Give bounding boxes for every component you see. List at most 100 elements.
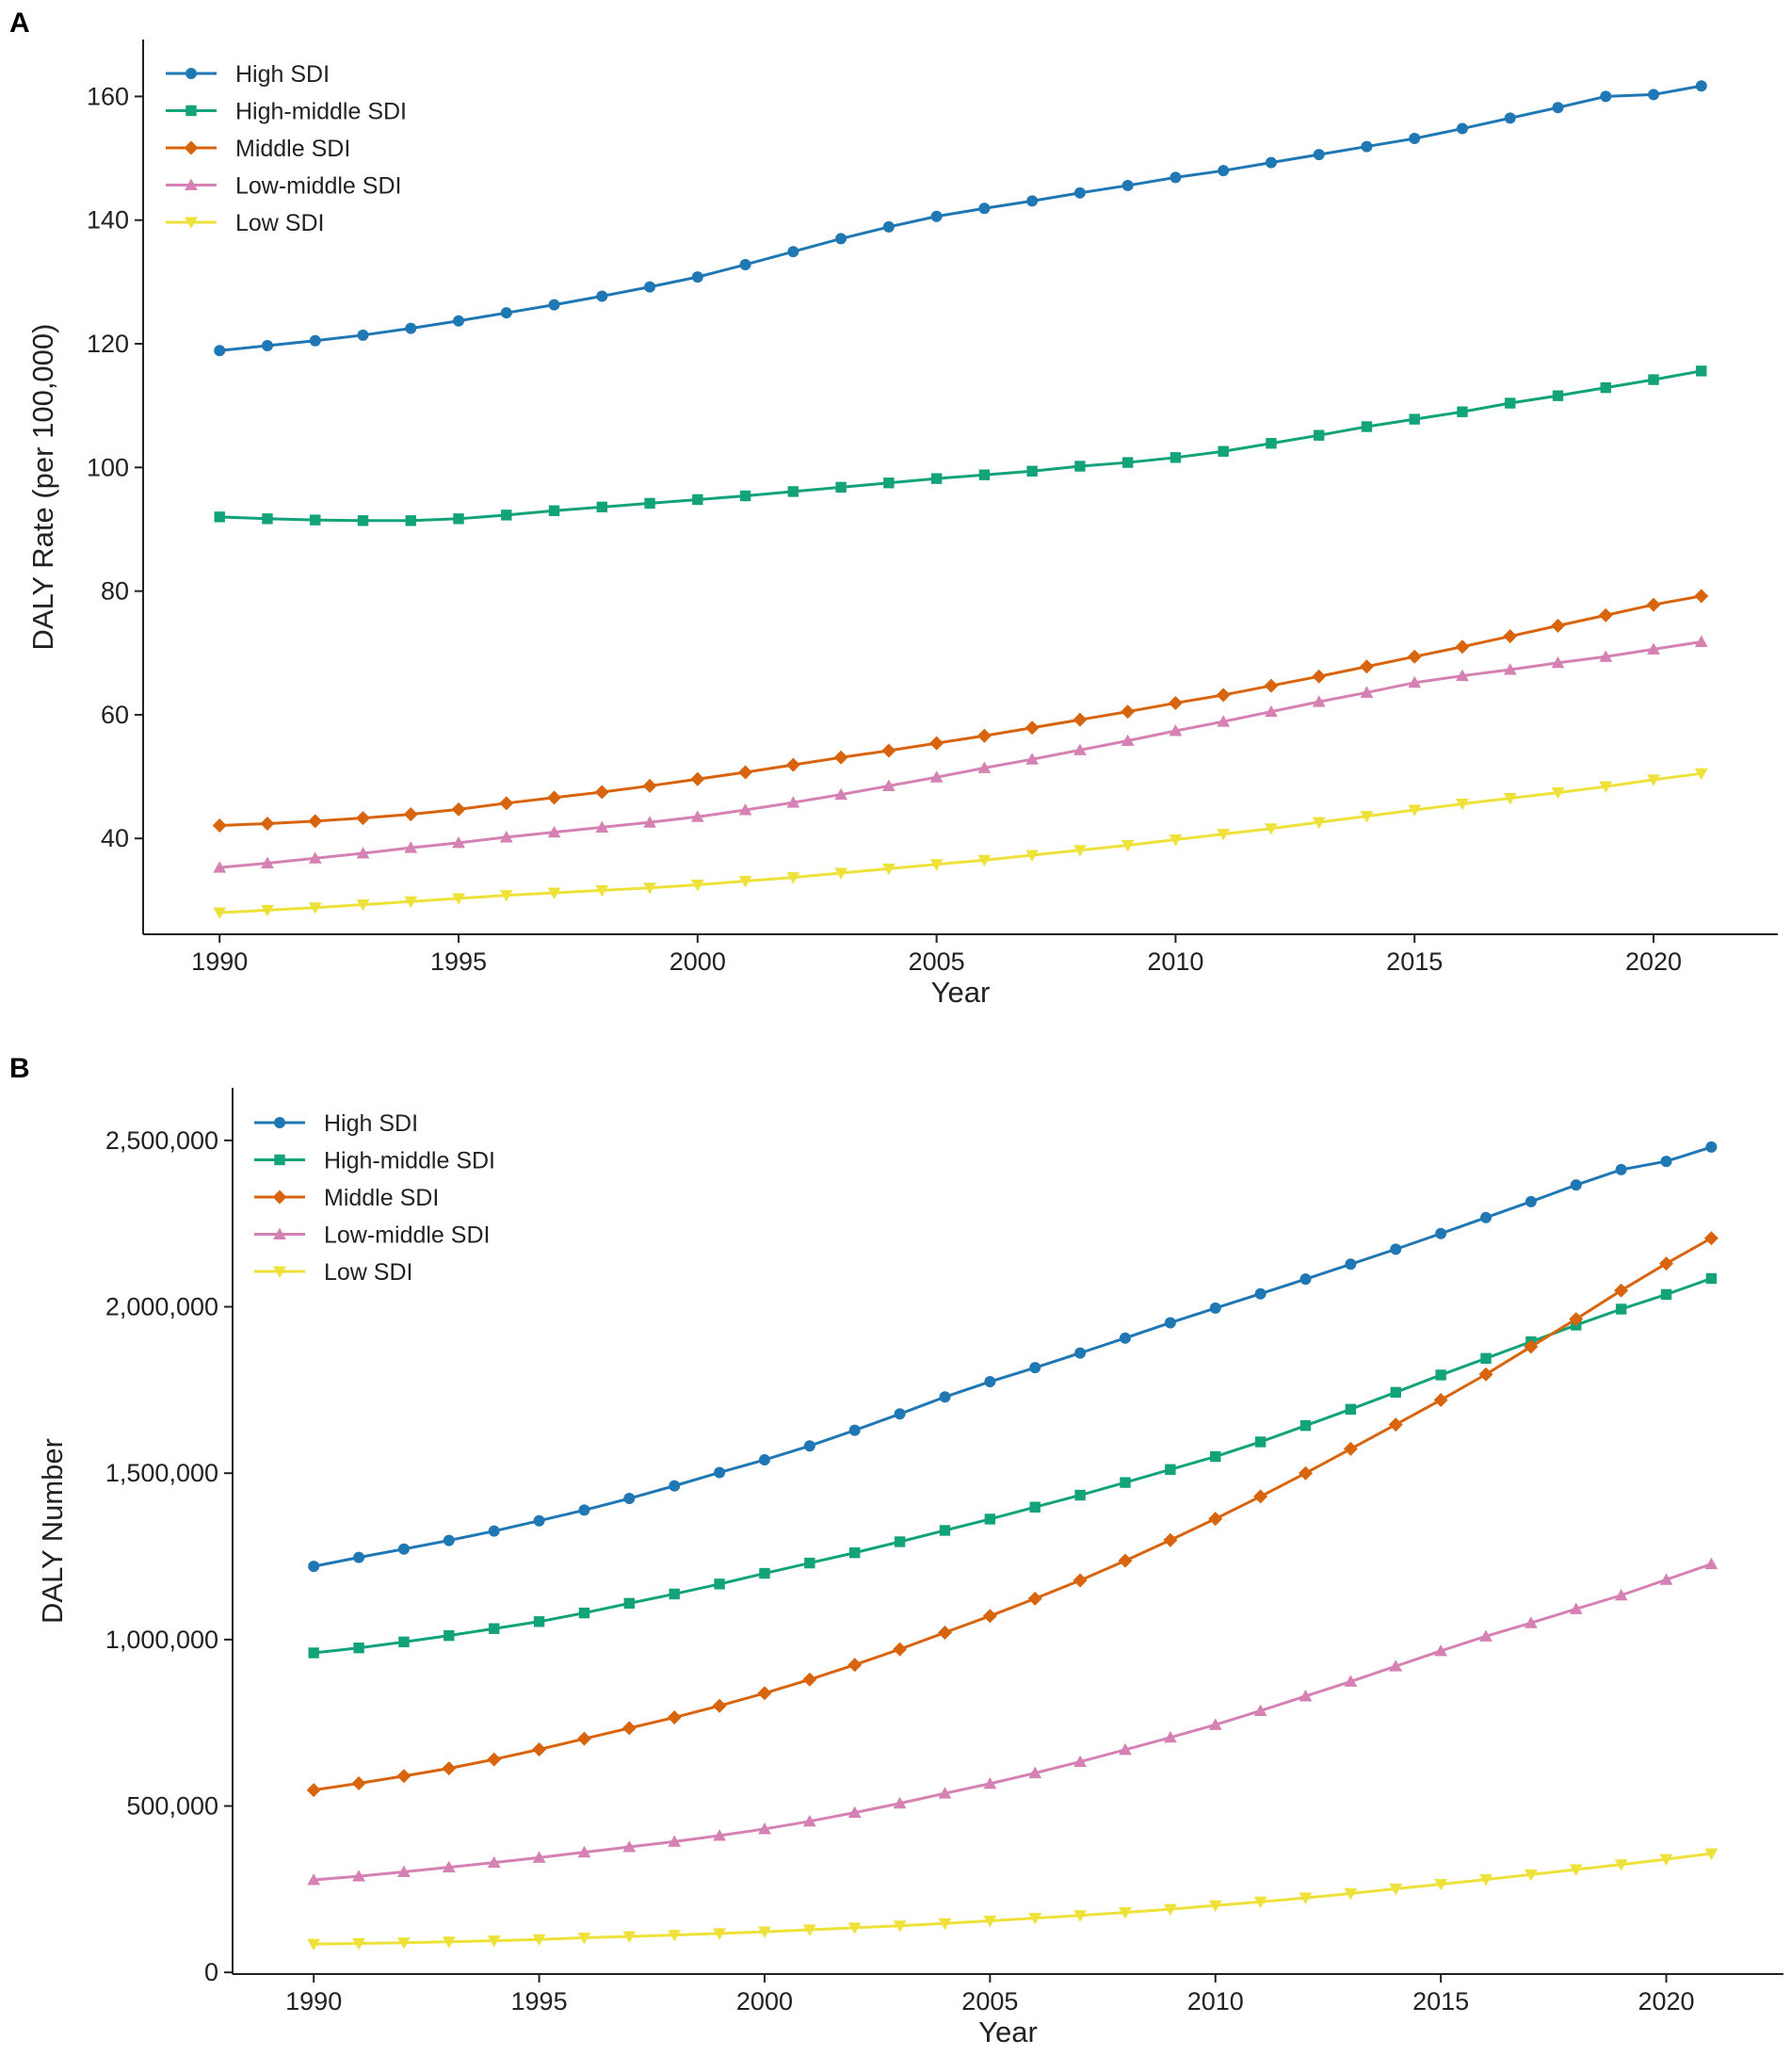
series-line: [313, 1145, 1712, 1568]
data-point: [881, 779, 896, 791]
series-line: [314, 1852, 1712, 1946]
data-point: [1457, 406, 1468, 417]
data-point: [1696, 365, 1707, 377]
data-point: [835, 233, 847, 245]
legend-item-low-middle-sdi: Low-middle SDI: [166, 173, 401, 200]
data-point: [984, 1514, 996, 1525]
data-point: [712, 1698, 727, 1713]
data-point: [622, 1931, 637, 1943]
legend: High SDI High-middle SDI Middle SDI Low-mid…: [254, 1110, 495, 1286]
data-point: [1170, 171, 1182, 184]
data-point: [1599, 781, 1613, 793]
data-point: [714, 1466, 726, 1479]
data-point: [834, 787, 847, 801]
data-point: [1264, 678, 1279, 693]
data-point: [1704, 1848, 1718, 1860]
data-point: [1704, 1557, 1718, 1570]
data-point: [1551, 787, 1565, 800]
data-point: [533, 1616, 545, 1627]
data-point: [547, 825, 561, 838]
x-tick-label: 2015: [1412, 1987, 1469, 2015]
legend-item-low-sdi: Low SDI: [166, 210, 324, 236]
data-point: [1254, 1287, 1267, 1300]
data-point: [1026, 195, 1039, 207]
data-point: [669, 1480, 681, 1492]
data-point: [1121, 839, 1135, 852]
y-tick-label: 40: [101, 824, 129, 852]
data-point: [1314, 429, 1325, 441]
data-point: [577, 1845, 591, 1858]
data-point: [1659, 1573, 1673, 1585]
data-point: [1025, 850, 1040, 862]
data-point: [1660, 1156, 1672, 1168]
data-point: [488, 1623, 500, 1634]
data-point: [1345, 1258, 1357, 1271]
data-point: [691, 271, 703, 283]
data-point: [1705, 1141, 1718, 1153]
data-point: [308, 814, 323, 829]
data-point: [881, 863, 896, 876]
data-point: [1569, 1312, 1584, 1327]
y-tick-label: 1,000,000: [105, 1626, 218, 1654]
data-point: [1479, 1629, 1492, 1642]
y-axis-label: DALY Rate (per 100,000): [26, 324, 59, 651]
legend-marker: [185, 217, 198, 229]
data-point: [1408, 675, 1422, 688]
series-line: [314, 1277, 1712, 1655]
data-point: [1434, 1879, 1448, 1891]
data-point: [1504, 112, 1516, 124]
data-point: [576, 1731, 591, 1746]
data-point: [622, 1840, 637, 1853]
data-point: [594, 785, 609, 800]
data-point: [1208, 1900, 1222, 1913]
series-low-sdi: [307, 1848, 1718, 1951]
data-point: [977, 761, 992, 773]
legend-label: Low-middle SDI: [235, 173, 401, 200]
legend-item-low-middle-sdi: Low-middle SDI: [254, 1222, 490, 1249]
data-point: [397, 1543, 410, 1555]
data-point: [803, 1440, 815, 1452]
data-point: [1695, 80, 1707, 92]
x-tick-label: 2000: [736, 1987, 793, 2015]
data-point: [578, 1504, 590, 1516]
data-point: [310, 514, 321, 526]
data-point: [938, 1918, 952, 1931]
data-point: [405, 322, 417, 334]
data-point: [1254, 1436, 1267, 1448]
data-point: [1343, 1441, 1358, 1456]
data-point: [532, 1851, 546, 1863]
data-point: [1599, 650, 1613, 662]
data-point: [643, 816, 656, 828]
data-point: [690, 879, 704, 892]
data-point: [1503, 663, 1517, 675]
data-point: [669, 1588, 680, 1600]
data-point: [533, 1514, 545, 1527]
data-point: [1478, 1367, 1493, 1382]
legend-marker: [272, 1190, 287, 1205]
data-point: [1694, 635, 1708, 647]
data-point: [452, 835, 465, 849]
legend-label: High-middle SDI: [324, 1148, 495, 1174]
data-point: [1208, 1718, 1222, 1730]
data-point: [1456, 798, 1469, 811]
data-point: [758, 1822, 771, 1835]
data-point: [1360, 811, 1374, 823]
data-point: [667, 1710, 682, 1725]
series-low-middle-sdi: [213, 635, 1708, 873]
data-point: [357, 515, 369, 526]
data-point: [1435, 1369, 1446, 1381]
data-point: [1073, 1573, 1088, 1588]
data-point: [1217, 715, 1231, 727]
data-point: [1265, 704, 1278, 718]
data-point: [355, 811, 370, 826]
data-point: [1551, 618, 1566, 633]
data-point: [453, 513, 464, 525]
data-point: [1073, 1755, 1088, 1768]
data-point: [261, 904, 274, 917]
data-point: [1344, 1887, 1358, 1901]
data-point: [213, 861, 227, 873]
data-point: [894, 1536, 906, 1547]
data-point: [444, 1629, 455, 1642]
y-tick-label: 60: [101, 701, 129, 729]
data-point: [1598, 607, 1613, 623]
